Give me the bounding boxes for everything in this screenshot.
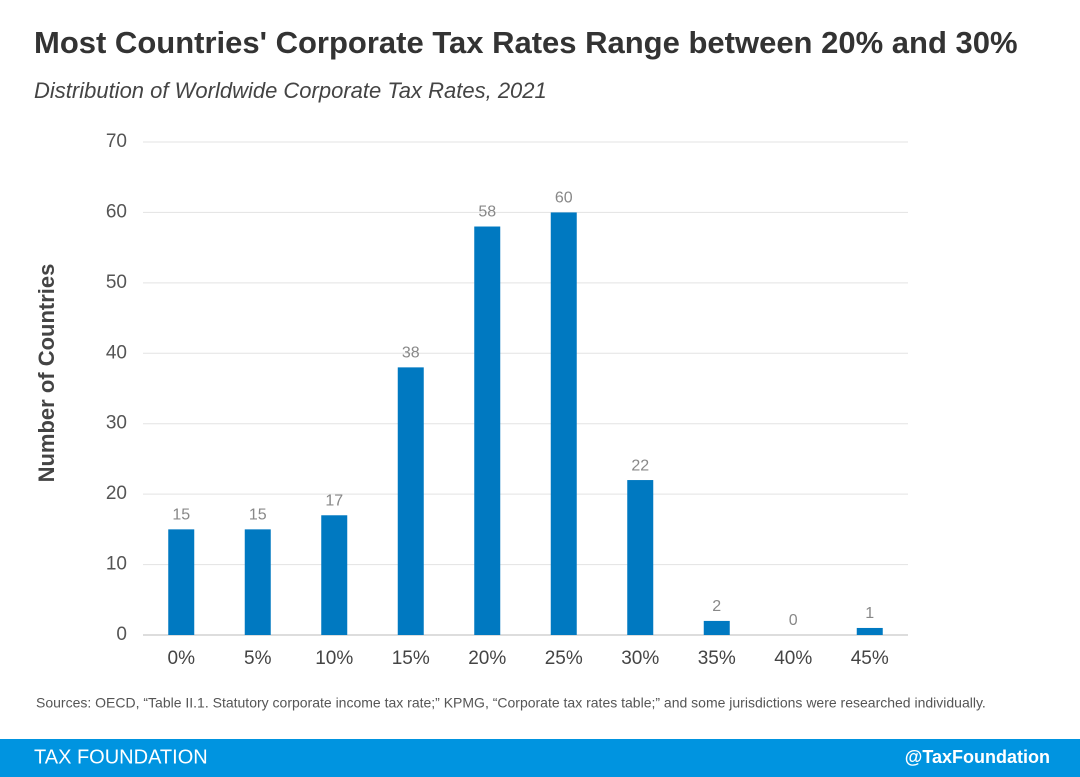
y-axis-label: Number of Countries xyxy=(34,264,59,483)
data-label: 15 xyxy=(249,507,267,524)
x-tick-label: 5% xyxy=(244,648,272,669)
data-label: 38 xyxy=(402,345,420,362)
bar xyxy=(703,620,730,635)
chart-subtitle: Distribution of Worldwide Corporate Tax … xyxy=(34,78,547,103)
x-tick-label: 40% xyxy=(774,648,812,669)
data-label: 1 xyxy=(865,605,874,622)
data-label: 60 xyxy=(555,190,573,207)
source-note: Sources: OECD, “Table II.1. Statutory co… xyxy=(36,695,986,711)
data-label: 15 xyxy=(172,507,190,524)
data-label: 0 xyxy=(789,612,798,629)
y-tick-label: 60 xyxy=(106,201,127,222)
y-tick-label: 50 xyxy=(106,272,127,293)
y-tick-label: 20 xyxy=(106,483,127,504)
footer-handle: @TaxFoundation xyxy=(905,747,1050,767)
x-tick-label: 25% xyxy=(545,648,583,669)
data-label: 58 xyxy=(478,204,496,221)
data-label: 17 xyxy=(325,492,343,509)
bar xyxy=(474,226,501,635)
bar xyxy=(244,529,271,635)
bar xyxy=(550,212,577,635)
y-tick-label: 40 xyxy=(106,342,127,363)
bar xyxy=(856,627,883,635)
x-tick-label: 35% xyxy=(698,648,736,669)
y-tick-label: 70 xyxy=(106,131,127,152)
chart-title: Most Countries' Corporate Tax Rates Rang… xyxy=(34,25,1018,60)
data-label: 2 xyxy=(712,598,721,615)
y-tick-label: 0 xyxy=(116,624,127,645)
data-label: 22 xyxy=(631,457,649,474)
bar xyxy=(168,529,195,635)
x-tick-label: 30% xyxy=(621,648,659,669)
x-tick-label: 15% xyxy=(392,648,430,669)
x-tick-label: 20% xyxy=(468,648,506,669)
bar xyxy=(627,480,654,635)
footer-band xyxy=(0,739,1080,777)
bar xyxy=(321,515,348,635)
y-tick-label: 30 xyxy=(106,413,127,434)
footer-brand: TAX FOUNDATION xyxy=(34,746,208,768)
x-tick-label: 10% xyxy=(315,648,353,669)
y-tick-label: 10 xyxy=(106,554,127,575)
bar xyxy=(397,367,424,635)
x-tick-label: 0% xyxy=(168,648,196,669)
x-tick-label: 45% xyxy=(851,648,889,669)
